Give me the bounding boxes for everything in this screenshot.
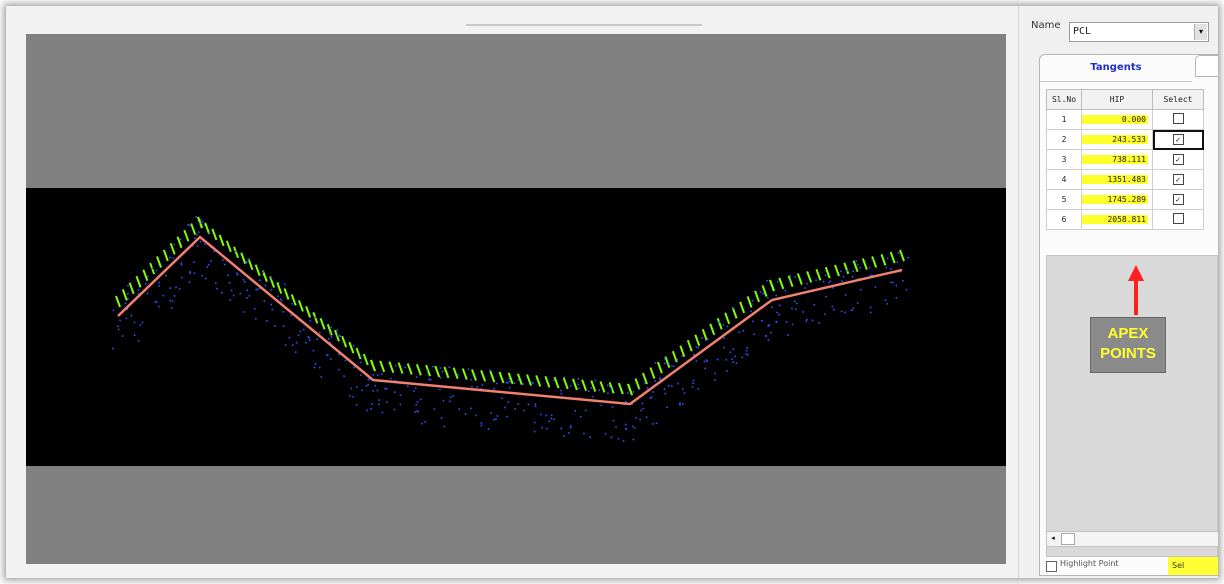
- cell-slno: 5: [1046, 189, 1082, 210]
- app-window: Name PCL ▾ Tangents Sl.No HIP Select 1 0.…: [6, 6, 1218, 578]
- name-label: Name: [1031, 20, 1061, 31]
- title-divider: [466, 24, 702, 26]
- name-row: Name PCL ▾: [1031, 16, 1216, 42]
- cell-hip[interactable]: 738.111: [1081, 149, 1153, 170]
- table-empty-area: [1046, 255, 1218, 557]
- cell-hip[interactable]: 0.000: [1081, 109, 1153, 130]
- cell-select: [1152, 209, 1204, 230]
- tab-secondary[interactable]: [1195, 55, 1218, 77]
- cell-select: ✓: [1152, 189, 1204, 210]
- checkmark-icon[interactable]: ✓: [1172, 134, 1184, 145]
- tab-tangents[interactable]: Tangents: [1040, 55, 1192, 82]
- table-row[interactable]: 4 1351.483 ✓: [1046, 169, 1204, 190]
- cell-select: ✓: [1152, 169, 1204, 190]
- select-button[interactable]: Sel: [1168, 557, 1218, 575]
- cell-select: ✓: [1152, 129, 1204, 150]
- point-cloud-scene[interactable]: [26, 188, 1006, 466]
- name-value: PCL: [1073, 26, 1092, 37]
- cell-slno: 6: [1046, 209, 1082, 230]
- bottom-controls: Highlight Point Sel: [1046, 557, 1218, 577]
- properties-panel: Name PCL ▾ Tangents Sl.No HIP Select 1 0.…: [1018, 6, 1218, 578]
- alignment-polyline[interactable]: [117, 235, 903, 406]
- cell-hip[interactable]: 243.533: [1081, 129, 1153, 150]
- apex-points-annotation: APEX POINTS: [1090, 317, 1166, 373]
- col-hip-header[interactable]: HIP: [1081, 89, 1153, 110]
- checkbox[interactable]: [1172, 113, 1184, 124]
- scroll-thumb[interactable]: [1061, 533, 1075, 545]
- apex-label-line1: APEX: [1107, 325, 1149, 342]
- cell-hip[interactable]: 1745.289: [1081, 189, 1153, 210]
- checkmark-icon[interactable]: ✓: [1172, 194, 1184, 205]
- apex-label-line2: POINTS: [1100, 345, 1156, 362]
- arrow-up-icon: [1128, 265, 1144, 315]
- table-row[interactable]: 5 1745.289 ✓: [1046, 189, 1204, 210]
- arrow-left-icon[interactable]: ◂: [1051, 534, 1055, 542]
- cell-hip[interactable]: 1351.483: [1081, 169, 1153, 190]
- hip-value: 738.111: [1082, 155, 1148, 164]
- chevron-down-icon[interactable]: ▾: [1194, 24, 1207, 40]
- hip-value: 0.000: [1082, 115, 1148, 124]
- point-cloud-viewport[interactable]: [26, 34, 1006, 564]
- checkbox[interactable]: [1172, 213, 1184, 224]
- highlight-point-checkbox[interactable]: [1046, 561, 1057, 572]
- table-row[interactable]: 2 243.533 ✓: [1046, 129, 1204, 150]
- point-cloud-svg: [112, 216, 909, 442]
- col-select-header[interactable]: Select: [1152, 89, 1204, 110]
- point-cloud-points: [112, 216, 909, 442]
- hip-value: 1351.483: [1082, 175, 1148, 184]
- cell-slno: 1: [1046, 109, 1082, 130]
- cell-slno: 3: [1046, 149, 1082, 170]
- hip-value: 2058.811: [1082, 215, 1148, 224]
- cell-slno: 2: [1046, 129, 1082, 150]
- cell-select: [1152, 109, 1204, 130]
- cell-slno: 4: [1046, 169, 1082, 190]
- tab-area: Tangents Sl.No HIP Select 1 0.000 2 243.533…: [1039, 54, 1218, 576]
- checkmark-icon[interactable]: ✓: [1172, 174, 1184, 185]
- name-select[interactable]: PCL ▾: [1069, 22, 1209, 42]
- col-slno-header[interactable]: Sl.No: [1046, 89, 1082, 110]
- highlight-point-label: Highlight Point: [1060, 559, 1119, 568]
- cell-hip[interactable]: 2058.811: [1081, 209, 1153, 230]
- hip-value: 1745.289: [1082, 195, 1148, 204]
- table-row[interactable]: 6 2058.811: [1046, 209, 1204, 230]
- table-row[interactable]: 3 738.111 ✓: [1046, 149, 1204, 170]
- table-row[interactable]: 1 0.000: [1046, 109, 1204, 130]
- horizontal-scrollbar[interactable]: ◂: [1046, 531, 1218, 547]
- hip-value: 243.533: [1082, 135, 1148, 144]
- table-header-row: Sl.No HIP Select: [1046, 89, 1204, 110]
- hip-table: Sl.No HIP Select 1 0.000 2 243.533 ✓ 3 738.111…: [1046, 89, 1204, 230]
- cell-select: ✓: [1152, 149, 1204, 170]
- checkmark-icon[interactable]: ✓: [1172, 154, 1184, 165]
